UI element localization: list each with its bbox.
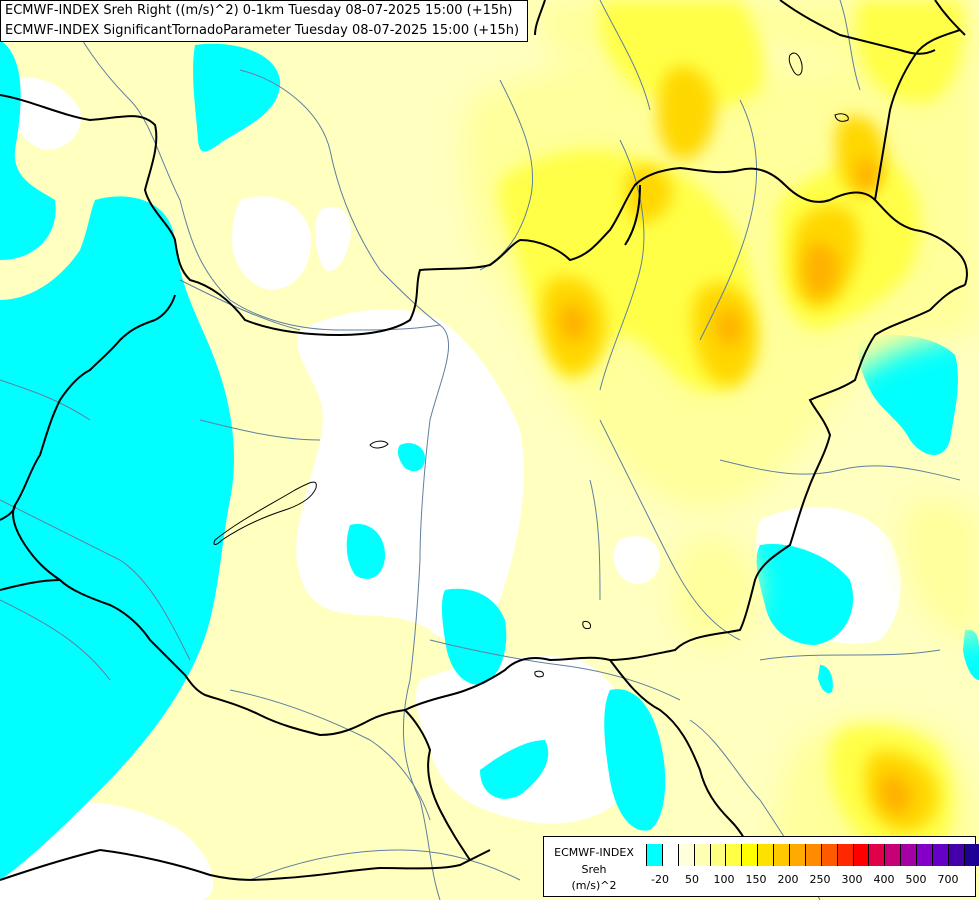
legend-swatch xyxy=(948,844,965,866)
map-title-box: ECMWF-INDEX Sreh Right ((m/s)^2) 0-1km T… xyxy=(0,0,528,42)
legend-swatch xyxy=(678,844,695,866)
map-title-line-1: ECMWF-INDEX Sreh Right ((m/s)^2) 0-1km T… xyxy=(5,3,513,18)
color-legend: ECMWF-INDEX Sreh (m/s)^2 -20 50 100 150 200 2… xyxy=(543,836,979,897)
legend-tick-label: 150 xyxy=(745,873,767,886)
legend-source: ECMWF-INDEX xyxy=(554,846,634,859)
legend-tick-label: 200 xyxy=(777,873,799,886)
legend-swatch xyxy=(742,844,759,866)
legend-swatch xyxy=(853,844,870,866)
legend-swatch xyxy=(805,844,822,866)
legend-swatch xyxy=(710,844,727,866)
peak-sreh-areas xyxy=(559,158,912,814)
legend-swatch xyxy=(821,844,838,866)
legend-swatch xyxy=(758,844,775,866)
legend-tick-label: -20 xyxy=(651,873,669,886)
legend-swatch xyxy=(694,844,711,866)
legend-swatch xyxy=(774,844,791,866)
legend-swatch xyxy=(662,844,679,866)
legend-swatch xyxy=(933,844,949,866)
legend-swatches xyxy=(646,844,979,866)
legend-tick-label: 300 xyxy=(841,873,863,886)
legend-swatch xyxy=(901,844,918,866)
legend-swatch xyxy=(917,844,934,866)
legend-tick-label: 250 xyxy=(809,873,831,886)
small-outlines xyxy=(534,52,849,678)
legend-tick-label: 400 xyxy=(873,873,895,886)
legend-tick-label: 500 xyxy=(905,873,927,886)
legend-tick-label: 700 xyxy=(937,873,959,886)
country-borders xyxy=(0,0,968,881)
legend-swatch xyxy=(869,844,886,866)
legend-swatch xyxy=(726,844,743,866)
lake-small xyxy=(369,440,389,449)
legend-tick-label: 50 xyxy=(685,873,699,886)
legend-ticks: -20 50 100 150 200 250 300 400 500 700 xyxy=(646,873,976,889)
legend-tick-label: 100 xyxy=(713,873,735,886)
legend-swatch xyxy=(964,844,979,866)
legend-parameter: Sreh xyxy=(581,863,607,876)
legend-unit: (m/s)^2 xyxy=(571,879,617,892)
map-title-line-2: ECMWF-INDEX SignificantTornadoParameter … xyxy=(5,23,520,38)
legend-swatch xyxy=(837,844,854,866)
negative-sreh-areas xyxy=(0,40,979,881)
legend-swatch xyxy=(647,844,663,866)
legend-swatch xyxy=(885,844,902,866)
lake xyxy=(213,481,317,545)
legend-swatch xyxy=(790,844,806,866)
